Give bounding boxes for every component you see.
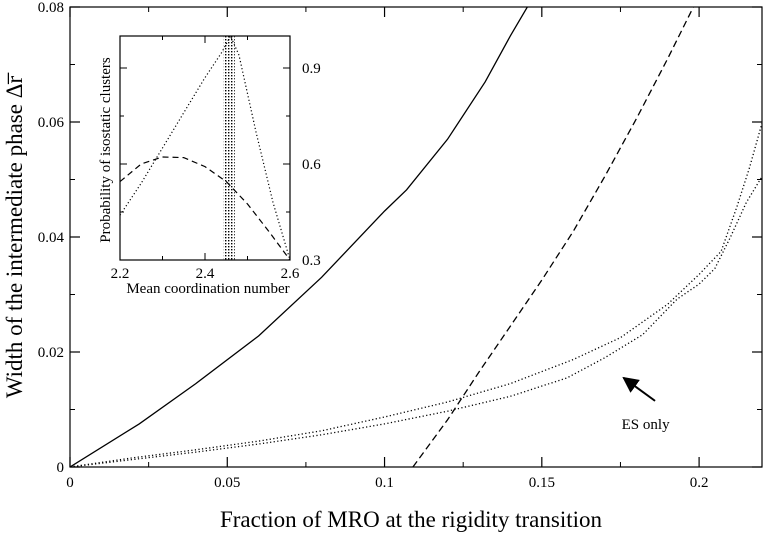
- main-series-line-3: [70, 123, 762, 467]
- es-only-annotation: ES only: [622, 376, 670, 433]
- main-y-tick-label: 0.08: [38, 0, 64, 16]
- inset-y-tick-label: 0.6: [302, 157, 321, 173]
- inset-x-tick-label: 2.6: [281, 266, 300, 282]
- main-y-axis-label: Width of the intermediate phase Δr̅: [2, 72, 27, 398]
- inset-shaded-band: [223, 36, 235, 260]
- inset-y-tick-label: 0.9: [302, 61, 321, 77]
- es-only-label: ES only: [622, 417, 670, 433]
- main-y-tick-label: 0.04: [38, 230, 65, 246]
- main-series-line-4: [70, 176, 762, 467]
- es-only-arrow: [622, 376, 656, 402]
- inset-x-axis-label: Mean coordination number: [126, 281, 289, 297]
- main-x-tick-label: 0.05: [214, 475, 240, 491]
- inset-chart: 2.2 2.4 2.60.3 0.6 0.9 Mean coordination num…: [98, 35, 321, 297]
- inset-y-axis-label: Probability of isostatic clusters: [98, 57, 114, 243]
- main-x-tick-label: 0.2: [690, 475, 709, 491]
- main-x-tick-label: 0: [66, 475, 74, 491]
- main-y-tick-label: 0: [57, 460, 65, 476]
- main-series: [70, 7, 762, 467]
- inset-x-tick-label: 2.2: [111, 266, 130, 282]
- main-x-tick-label: 0.1: [375, 475, 394, 491]
- main-x-axis-label: Fraction of MRO at the rigidity transiti…: [220, 507, 603, 532]
- inset-series-line-2: [120, 156, 290, 260]
- main-y-tick-label: 0.06: [38, 115, 65, 131]
- main-x-tick-label: 0.15: [529, 475, 555, 491]
- main-ticks: 0 0.05 0.1 0.15 0.2 0 0.02 0.04 0.06 0.08: [38, 0, 762, 491]
- inset-ticks: 2.2 2.4 2.60.3 0.6 0.9: [111, 36, 321, 282]
- main-series-line-2: [412, 7, 695, 467]
- inset-background: [120, 36, 290, 260]
- main-y-tick-label: 0.02: [38, 345, 64, 361]
- inset-y-tick-label: 0.3: [302, 253, 321, 269]
- inset-series: [120, 36, 290, 260]
- main-series-line-1: [70, 7, 529, 467]
- inset-x-tick-label: 2.4: [196, 266, 215, 282]
